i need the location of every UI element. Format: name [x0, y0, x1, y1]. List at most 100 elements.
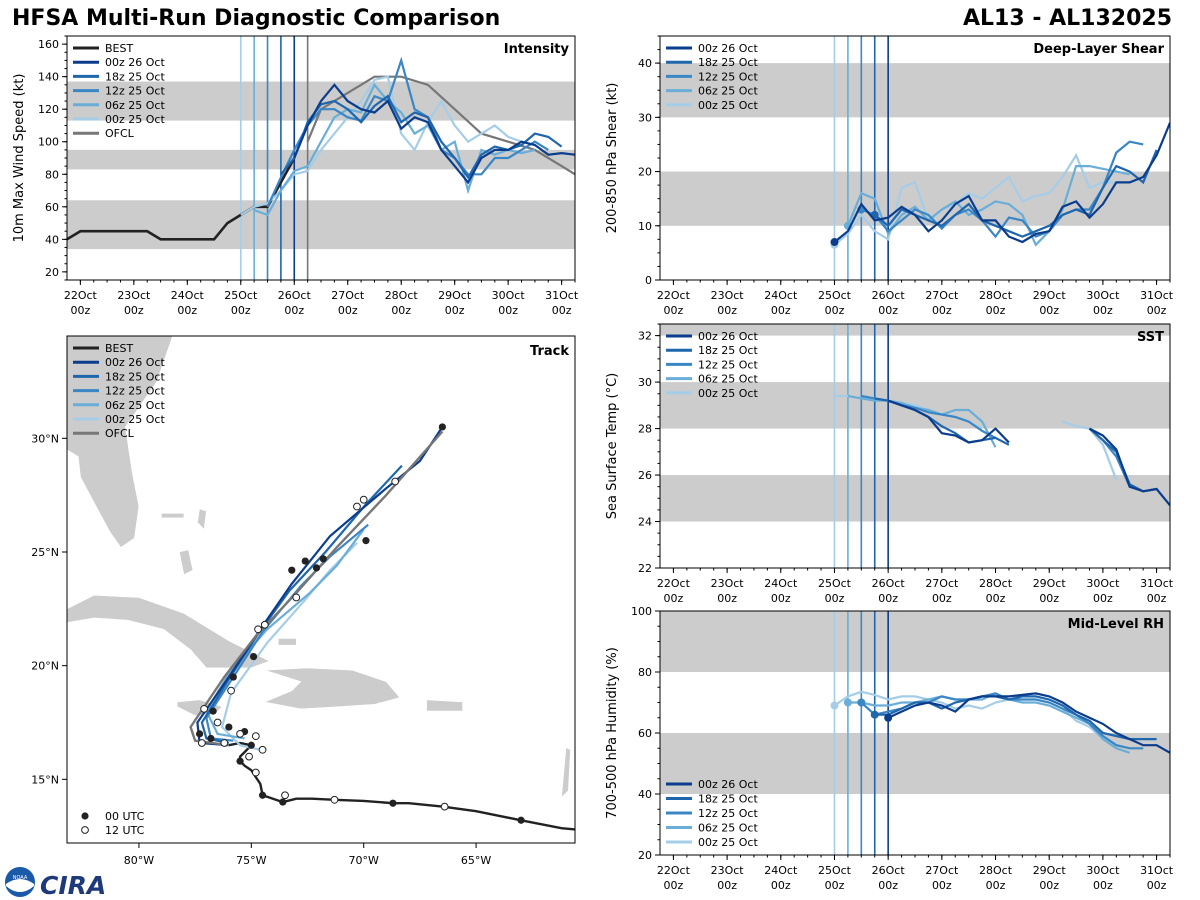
track-marker-legend-12	[81, 826, 89, 834]
rh-ytick-label: 40	[638, 788, 652, 801]
rh-xtick-day: 28Oct	[979, 864, 1013, 877]
bahamas-abaco	[197, 508, 207, 530]
intensity-xtick-day: 26Oct	[278, 289, 312, 302]
track-marker-12utc	[227, 686, 235, 695]
track-marker-12utc	[330, 795, 339, 804]
rh-xtick-day: 23Oct	[711, 864, 745, 877]
sst-xtick-hour: 00z	[1147, 592, 1167, 605]
shear-xtick-day: 28Oct	[979, 289, 1013, 302]
rh-series-start-dot	[870, 710, 879, 719]
rh-xtick-day: 22Oct	[657, 864, 691, 877]
sst-xtick-day: 24Oct	[764, 577, 798, 590]
intensity-ytick-label: 160	[38, 38, 59, 51]
rh-series-line	[874, 695, 1157, 741]
track-legend-label: 00z 25 Oct	[105, 413, 165, 426]
intensity-ytick-label: 80	[45, 168, 59, 181]
track-lon-label: 70°W	[349, 854, 379, 867]
page-title: HFSA Multi-Run Diagnostic Comparison	[12, 6, 501, 31]
track-marker-12utc	[254, 625, 262, 634]
track-ofcl-line	[189, 430, 444, 747]
intensity-legend-label: 18z 25 Oct	[105, 70, 165, 83]
intensity-series-line	[266, 56, 549, 208]
sst-xtick-day: 31Oct	[1140, 577, 1174, 590]
sst-xtick-hour: 00z	[878, 592, 898, 605]
shear-ytick-label: 40	[638, 57, 652, 70]
sst-xtick-hour: 00z	[771, 592, 791, 605]
shear-ytick-label: 0	[645, 274, 652, 287]
storm-id: AL13 - AL132025	[963, 6, 1172, 31]
sst-xtick-day: 27Oct	[925, 577, 959, 590]
sst-ytick-label: 26	[638, 469, 652, 482]
intensity-legend-label: 12z 25 Oct	[105, 85, 165, 98]
shear-xtick-day: 25Oct	[818, 289, 852, 302]
track-marker-12utc	[220, 739, 229, 747]
track-marker-legend-label: 12 UTC	[105, 824, 145, 837]
track-marker-12utc	[197, 739, 206, 747]
track-marker-00utc	[207, 734, 215, 743]
rh-xtick-hour: 00z	[932, 879, 952, 892]
rh-xtick-hour: 00z	[1147, 879, 1167, 892]
puerto-rico-land	[426, 699, 463, 712]
sst-legend-label: 00z 26 Oct	[698, 330, 758, 343]
track-marker-00utc	[362, 537, 370, 545]
rh-xtick-day: 25Oct	[818, 864, 852, 877]
intensity-xtick-day: 23Oct	[117, 289, 151, 302]
intensity-plot-area	[67, 36, 575, 280]
shear-xtick-hour: 00z	[1093, 304, 1113, 317]
sst-legend-label: 18z 25 Oct	[698, 344, 758, 357]
sst-ytick-label: 32	[638, 330, 652, 343]
sst-panel: 22 24 26 28 30 32 22Oct 00z 23Oct 00z 24Oct 00z 25Oc…	[605, 323, 1174, 605]
shear-shaded-band	[660, 171, 1170, 226]
sst-ylabel: Sea Surface Temp (°C)	[605, 373, 620, 520]
bahamas-andros	[179, 549, 194, 576]
sst-plot-area	[660, 324, 1170, 568]
shear-legend-label: 06z 25 Oct	[698, 85, 758, 98]
track-marker-00utc	[438, 423, 446, 431]
track-marker-00utc	[517, 816, 525, 824]
rh-panel: 20 40 60 80 100 22Oct 00z 23Oct 00z 24Oct 00z 25Oct…	[605, 605, 1174, 892]
track-marker-00utc	[312, 564, 321, 572]
track-marker-12utc	[251, 768, 260, 777]
sst-shaded-band	[660, 475, 1170, 522]
shear-legend-label: 00z 26 Oct	[698, 42, 758, 55]
shear-xtick-day: 22Oct	[657, 289, 691, 302]
track-marker-12utc	[353, 502, 361, 511]
shear-xtick-day: 29Oct	[1033, 289, 1067, 302]
shear-xtick-hour: 00z	[664, 304, 684, 317]
intensity-panel-title: Intensity	[504, 42, 570, 57]
track-marker-00utc	[389, 799, 397, 807]
intensity-xtick-hour: 00z	[338, 304, 358, 317]
sst-legend-label: 00z 25 Oct	[698, 387, 758, 400]
shear-xtick-hour: 00z	[825, 304, 845, 317]
rh-series-start-dot	[884, 713, 893, 722]
sst-xtick-day: 29Oct	[1033, 577, 1067, 590]
shear-ytick-label: 30	[638, 111, 652, 124]
rh-xtick-hour: 00z	[1039, 879, 1059, 892]
intensity-xtick-day: 25Oct	[224, 289, 258, 302]
shear-xtick-hour: 00z	[878, 304, 898, 317]
track-panel-title: Track	[530, 344, 569, 359]
rh-legend-label: 06z 25 Oct	[698, 822, 758, 835]
intensity-legend-label: BEST	[105, 42, 133, 55]
rh-series-start-dot	[857, 698, 866, 707]
sst-xtick-hour: 00z	[717, 592, 737, 605]
shear-xtick-hour: 00z	[717, 304, 737, 317]
intensity-xtick-hour: 00z	[391, 304, 411, 317]
track-marker-12utc	[245, 752, 253, 761]
track-marker-00utc	[209, 707, 217, 715]
sst-shaded-band	[660, 324, 1170, 336]
rh-shaded-band	[660, 611, 1170, 672]
track-best-line	[228, 741, 575, 831]
rh-xtick-day: 27Oct	[925, 864, 959, 877]
rh-legend-label: 00z 25 Oct	[698, 836, 758, 849]
track-lon-label: 80°W	[124, 854, 154, 867]
intensity-xtick-hour: 00z	[231, 304, 251, 317]
rh-xtick-day: 24Oct	[764, 864, 798, 877]
track-legend-label: 00z 26 Oct	[105, 356, 165, 369]
shear-ytick-label: 20	[638, 166, 652, 179]
shear-xtick-hour: 00z	[771, 304, 791, 317]
intensity-series-line	[280, 94, 563, 180]
intensity-xtick-day: 29Oct	[438, 289, 472, 302]
shear-legend-label: 00z 25 Oct	[698, 99, 758, 112]
sst-xtick-hour: 00z	[932, 592, 952, 605]
